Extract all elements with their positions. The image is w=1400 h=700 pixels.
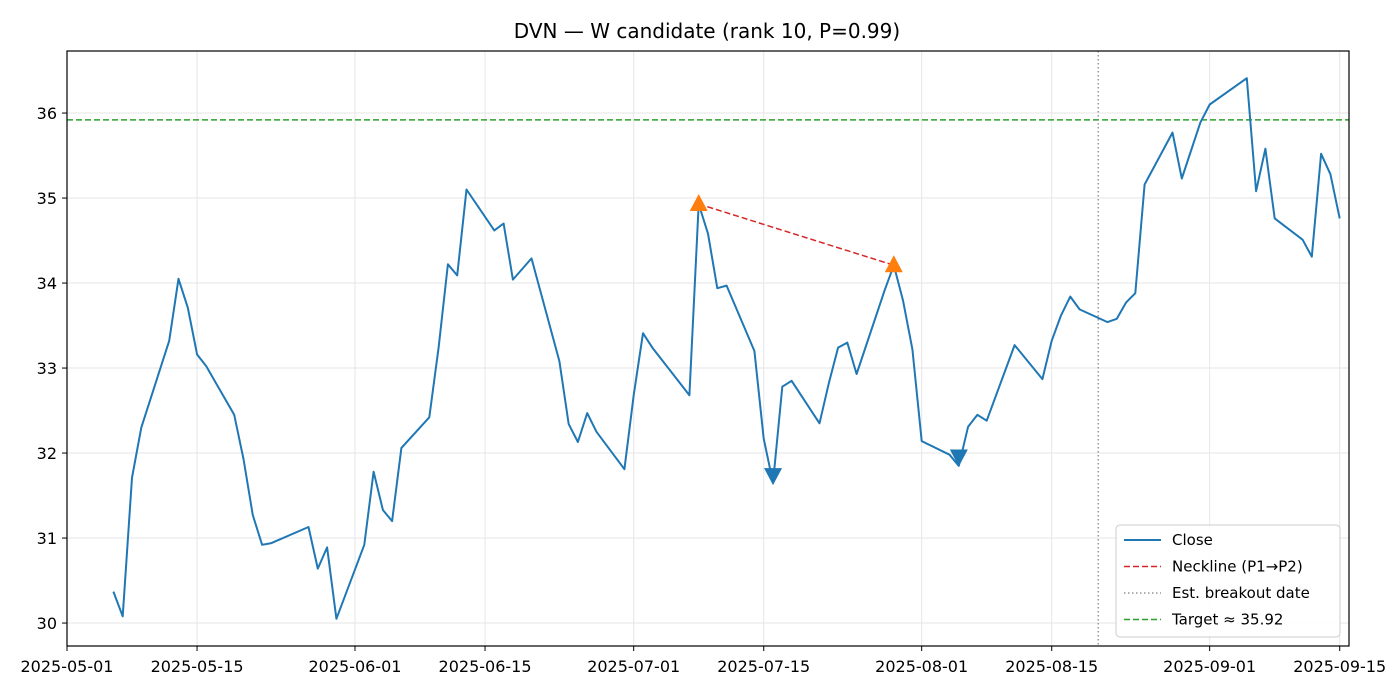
y-tick-label: 31 bbox=[37, 529, 57, 548]
legend-label: Close bbox=[1172, 531, 1213, 549]
x-tick-label: 2025-07-01 bbox=[587, 657, 680, 676]
legend-label: Neckline (P1→P2) bbox=[1172, 558, 1303, 576]
x-tick-label: 2025-06-01 bbox=[308, 657, 401, 676]
trough-marker bbox=[949, 449, 968, 467]
x-tick-label: 2025-07-15 bbox=[717, 657, 810, 676]
plot-area-frame bbox=[66, 50, 1350, 647]
y-tick-label: 34 bbox=[37, 274, 57, 293]
y-axis-ticks: 30 31 32 33 34 35 36 bbox=[37, 104, 67, 633]
legend-box bbox=[1115, 524, 1341, 638]
y-tick-label: 30 bbox=[37, 614, 57, 633]
chart-title: DVN — W candidate (rank 10, P=0.99) bbox=[514, 19, 900, 43]
series-lines bbox=[112, 77, 1341, 620]
x-tick-label: 2025-06-15 bbox=[439, 657, 532, 676]
x-tick-label: 2025-09-15 bbox=[1293, 657, 1386, 676]
legend-label: Target ≈ 35.92 bbox=[1171, 611, 1283, 629]
y-tick-label: 36 bbox=[37, 104, 57, 123]
legend: Close Neckline (P1→P2) Est. breakout date T… bbox=[1115, 524, 1341, 638]
x-tick-label: 2025-05-01 bbox=[21, 657, 114, 676]
neckline-line bbox=[698, 203, 895, 266]
trough-marker bbox=[764, 468, 783, 486]
x-tick-label: 2025-09-01 bbox=[1163, 657, 1256, 676]
y-tick-label: 32 bbox=[37, 444, 57, 463]
reference-lines bbox=[67, 51, 1349, 646]
legend-label: Est. breakout date bbox=[1172, 584, 1310, 602]
pattern-markers bbox=[689, 194, 968, 486]
y-tick-label: 35 bbox=[37, 189, 57, 208]
x-tick-label: 2025-08-15 bbox=[1005, 657, 1098, 676]
x-tick-label: 2025-05-15 bbox=[151, 657, 244, 676]
peak-marker bbox=[689, 194, 708, 211]
x-tick-label: 2025-08-01 bbox=[875, 657, 968, 676]
peak-marker bbox=[884, 255, 903, 273]
x-axis-ticks: 2025-05-01 2025-05-15 2025-06-01 2025-06-15… bbox=[21, 646, 1386, 676]
close-price-line bbox=[112, 77, 1341, 620]
y-tick-label: 33 bbox=[37, 359, 57, 378]
